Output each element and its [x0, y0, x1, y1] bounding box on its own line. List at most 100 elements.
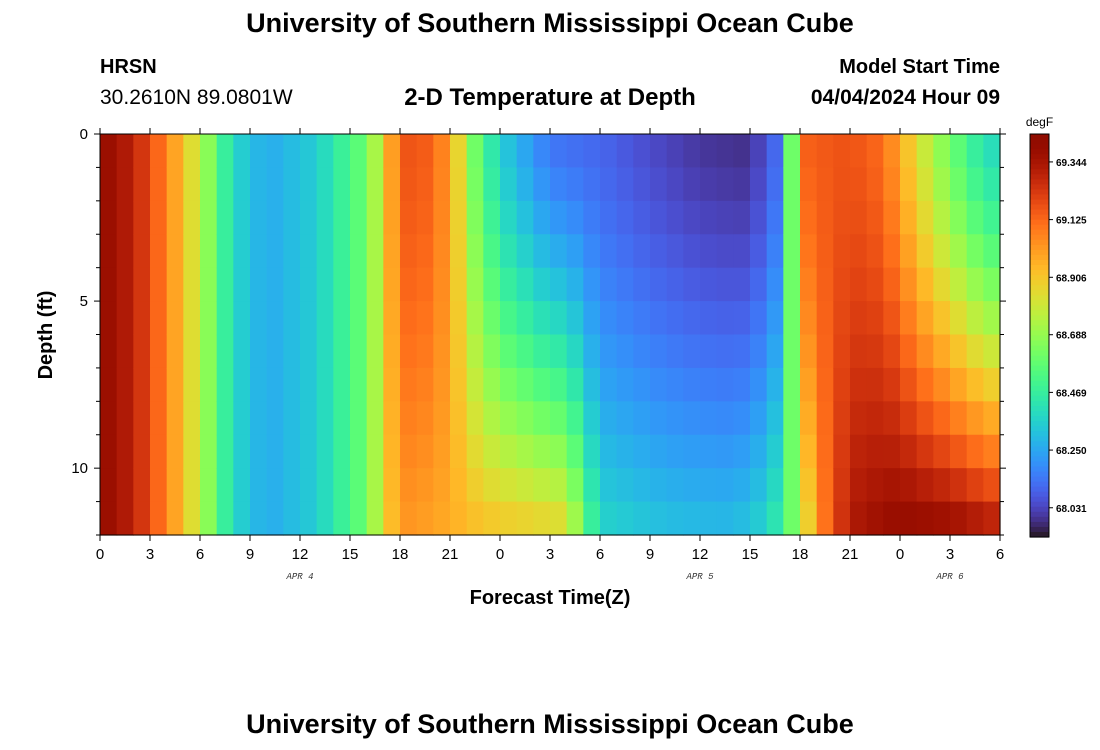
heatmap-cell	[700, 401, 718, 436]
colorbar-swatch	[1030, 436, 1049, 442]
heatmap-cell	[666, 468, 684, 503]
colorbar-swatch	[1030, 516, 1049, 523]
heatmap-cell	[733, 501, 751, 536]
heatmap-cell	[483, 267, 501, 302]
x-tick-label: 0	[896, 546, 904, 563]
heatmap-cell	[833, 401, 851, 436]
colorbar-swatch	[1030, 395, 1049, 402]
heatmap-cell	[816, 234, 834, 269]
heatmap-cell	[166, 401, 184, 436]
colorbar-swatch	[1030, 330, 1049, 337]
heatmap-cell	[916, 334, 934, 369]
heatmap-cell	[583, 134, 601, 169]
heatmap-cell	[866, 434, 884, 469]
colorbar-swatch	[1030, 209, 1049, 216]
heatmap-cell	[100, 401, 118, 436]
heatmap-cell	[200, 267, 218, 302]
heatmap-cell	[383, 134, 401, 169]
heatmap-cell	[700, 301, 718, 336]
heatmap-cell	[816, 468, 834, 503]
x-tick-label: 3	[546, 546, 554, 563]
heatmap-cell	[600, 334, 618, 369]
y-tick-label: 10	[71, 460, 88, 477]
x-date-label: APR 6	[935, 572, 964, 582]
heatmap-cell	[733, 401, 751, 436]
heatmap-cell	[783, 234, 801, 269]
heatmap-cell	[866, 401, 884, 436]
heatmap-cell	[300, 468, 318, 503]
heatmap-cell	[783, 267, 801, 302]
heatmap-cell	[800, 234, 818, 269]
heatmap-cell	[200, 167, 218, 202]
heatmap-cell	[783, 434, 801, 469]
heatmap-cell	[883, 401, 901, 436]
heatmap-cell	[216, 301, 234, 336]
heatmap-cell	[516, 301, 534, 336]
colorbar-swatch	[1030, 481, 1049, 488]
heatmap-cell	[533, 401, 551, 436]
colorbar-swatch	[1030, 471, 1049, 478]
heatmap-cell	[816, 267, 834, 302]
x-tick-label: 3	[946, 546, 954, 563]
heatmap-cells	[100, 134, 1001, 536]
heatmap-cell	[516, 367, 534, 402]
colorbar-swatch	[1030, 275, 1049, 281]
heatmap-cell	[566, 434, 584, 469]
x-tick-label: 12	[292, 546, 309, 563]
heatmap-cell	[166, 501, 184, 536]
heatmap-cell	[100, 234, 118, 269]
heatmap-cell	[666, 434, 684, 469]
heatmap-cell	[383, 301, 401, 336]
heatmap-cell	[166, 234, 184, 269]
colorbar-swatch	[1030, 280, 1049, 286]
heatmap-cell	[133, 334, 151, 369]
heatmap-cell	[700, 267, 718, 302]
heatmap-cell	[350, 234, 368, 269]
heatmap-cell	[983, 267, 1001, 302]
heatmap-cell	[750, 434, 768, 469]
heatmap-cell	[800, 367, 818, 402]
x-axis: 0 3 6 9 12 15 18 21 0 3 6 9 12 15 18 21 0 3 6 APR 4 APR 5 APR…	[96, 128, 1004, 582]
colorbar-swatch	[1030, 335, 1049, 342]
heatmap-cell	[466, 200, 484, 235]
heatmap-cell	[700, 434, 718, 469]
heatmap-cell	[516, 401, 534, 436]
heatmap-cell	[533, 501, 551, 536]
heatmap-cell	[833, 367, 851, 402]
heatmap-cell	[616, 501, 634, 536]
heatmap-cell	[633, 468, 651, 503]
heatmap-cell	[900, 167, 918, 202]
heatmap-cell	[516, 134, 534, 169]
heatmap-cell	[833, 267, 851, 302]
heatmap-cell	[533, 167, 551, 202]
heatmap-cell	[950, 234, 968, 269]
heatmap-cell	[283, 167, 301, 202]
heatmap-cell	[183, 434, 201, 469]
heatmap-cell	[250, 434, 268, 469]
heatmap-cell	[150, 501, 168, 536]
heatmap-cell	[533, 134, 551, 169]
heatmap-cell	[300, 434, 318, 469]
heatmap-cell	[116, 167, 134, 202]
heatmap-cell	[816, 401, 834, 436]
heatmap-cell	[333, 468, 351, 503]
heatmap-cell	[433, 234, 451, 269]
heatmap-cell	[383, 401, 401, 436]
heatmap-cell	[700, 334, 718, 369]
heatmap-cell	[300, 334, 318, 369]
heatmap-cell	[616, 134, 634, 169]
colorbar-swatch	[1030, 239, 1049, 246]
heatmap-cell	[783, 468, 801, 503]
heatmap-cell	[433, 434, 451, 469]
colorbar-tick-label: 68.688	[1056, 331, 1087, 342]
heatmap-cell	[366, 334, 384, 369]
heatmap-cell	[550, 234, 568, 269]
heatmap-cell	[366, 367, 384, 402]
colorbar-swatch	[1030, 259, 1049, 266]
heatmap-cell	[850, 234, 868, 269]
colorbar-swatch	[1030, 194, 1049, 201]
colorbar-swatch	[1030, 531, 1049, 538]
heatmap-cell	[550, 200, 568, 235]
heatmap-cell	[250, 200, 268, 235]
x-tick-label: 18	[392, 546, 409, 563]
